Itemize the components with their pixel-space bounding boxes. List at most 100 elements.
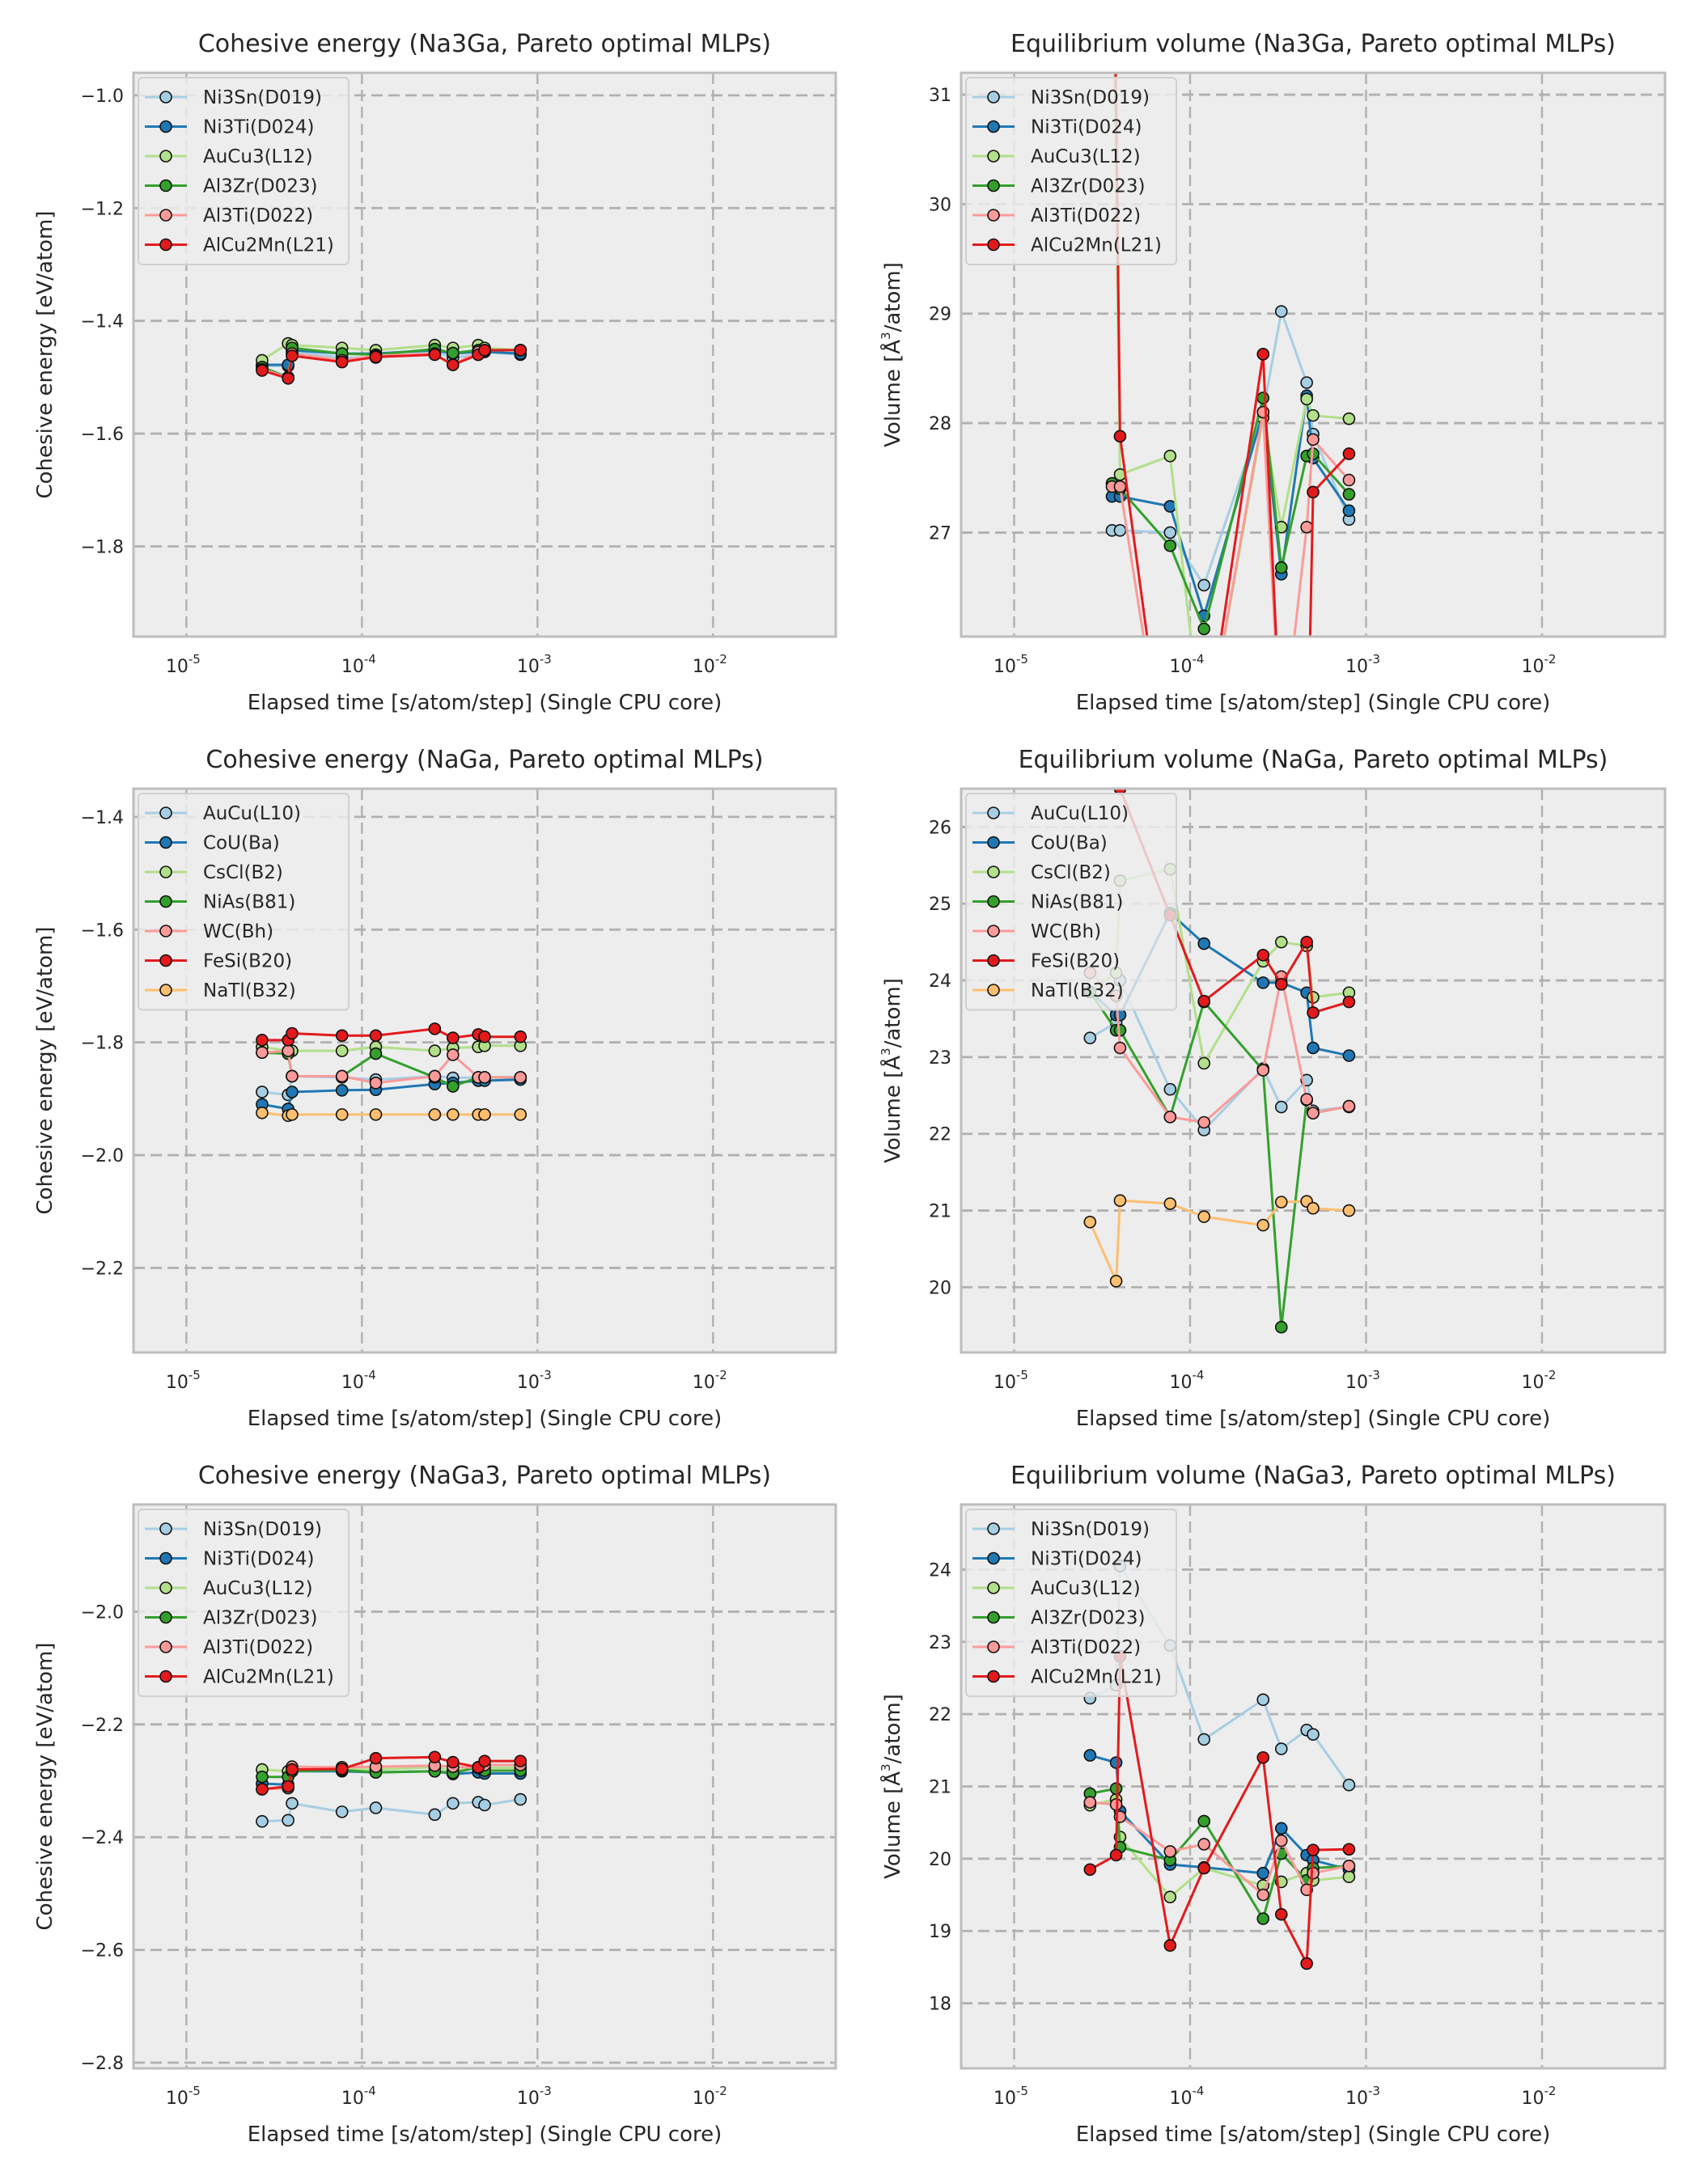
x-tick-label: 10-4 <box>341 2084 376 2109</box>
legend-label: AlCu2Mn(L21) <box>203 235 334 256</box>
data-point-AuCu3(L12) <box>1163 1890 1177 1904</box>
y-axis-label: Cohesive energy [eV/atom] <box>33 210 57 498</box>
legend-marker-swatch <box>159 1610 172 1624</box>
data-point-WC(Bh) <box>1342 1099 1356 1113</box>
legend-marker-swatch <box>987 179 1000 193</box>
y-tick-label: 22 <box>929 1125 951 1145</box>
data-point-AlCu2Mn(L21) <box>335 355 349 369</box>
y-axis-label: Volume [Å3/atom] <box>879 262 905 447</box>
y-tick-label: −2.4 <box>81 1828 124 1848</box>
data-point-NiAs(B81) <box>369 1047 383 1060</box>
data-point-AlCu2Mn(L21) <box>1342 1843 1356 1856</box>
data-point-Al3Ti(D022) <box>1163 1845 1177 1858</box>
chart-title: Equilibrium volume (NaGa, Pareto optimal… <box>1019 746 1608 774</box>
legend-marker-swatch <box>987 866 1000 878</box>
data-point-AuCu(L10) <box>256 1086 269 1098</box>
x-tick-exponent: -5 <box>189 652 201 667</box>
x-tick-exponent: -3 <box>1368 652 1380 667</box>
x-tick-label: 10-4 <box>341 1368 376 1393</box>
y-axis-label: Cohesive energy [eV/atom] <box>33 1642 57 1930</box>
chart-svg: Cohesive energy (NaGa3, Pareto optimal M… <box>33 1462 837 2147</box>
data-point-Al3Ti(D022) <box>1342 473 1356 487</box>
data-point-NaTl(B32) <box>335 1108 349 1121</box>
x-tick-exponent: -2 <box>715 652 727 667</box>
x-tick-exponent: -3 <box>1368 2084 1380 2098</box>
legend-label: Ni3Sn(D019) <box>203 87 322 108</box>
legend-label: AuCu3(L12) <box>1031 1578 1141 1599</box>
x-tick-exponent: -4 <box>1192 652 1204 667</box>
data-point-WC(Bh) <box>1300 1093 1313 1106</box>
data-point-Al3Zr(D023) <box>256 1770 269 1784</box>
chart-svg: Cohesive energy (NaGa, Pareto optimal ML… <box>33 746 837 1431</box>
x-tick-base: 10 <box>166 657 189 677</box>
x-tick-exponent: -4 <box>1192 2084 1204 2098</box>
legend-marker-swatch <box>159 1670 172 1683</box>
legend-marker-swatch <box>159 1581 172 1594</box>
x-tick-exponent: -3 <box>540 2084 552 2098</box>
data-point-Al3Ti(D022) <box>1197 1838 1210 1851</box>
y-tick-label: −2.0 <box>81 1602 124 1623</box>
legend-label: CsCl(B2) <box>1031 862 1111 883</box>
data-point-AuCu3(L12) <box>1300 392 1313 406</box>
legend-marker-swatch <box>987 1640 1000 1653</box>
data-point-Al3Ti(D022) <box>1113 480 1127 493</box>
x-tick-label: 10-2 <box>1521 652 1556 677</box>
y-label-suffix: /atom] <box>881 262 905 332</box>
y-tick-label: −1.6 <box>81 425 124 445</box>
legend-label: AuCu3(L12) <box>203 1578 313 1599</box>
x-tick-exponent: -3 <box>1368 1368 1380 1382</box>
series-group <box>256 336 527 385</box>
x-tick-base: 10 <box>994 1373 1016 1393</box>
x-tick-label: 10-5 <box>166 652 201 677</box>
data-point-AlCu2Mn(L21) <box>1163 1939 1177 1952</box>
x-tick-exponent: -3 <box>540 1368 552 1382</box>
y-tick-label: −1.8 <box>81 537 124 557</box>
x-tick-label: 10-4 <box>341 652 376 677</box>
data-point-AlCu2Mn(L21) <box>428 1750 442 1764</box>
data-point-CoU(Ba) <box>335 1084 349 1097</box>
x-tick-exponent: -2 <box>1544 652 1556 667</box>
legend-marker-swatch <box>987 209 1000 222</box>
legend-label: Al3Ti(D022) <box>203 1637 313 1658</box>
data-point-Ni3Ti(D024) <box>1342 504 1356 518</box>
y-tick-label: 23 <box>929 1633 951 1653</box>
data-point-CsCl(B2) <box>1274 935 1288 949</box>
data-point-WC(Bh) <box>1113 1041 1127 1055</box>
x-tick-base: 10 <box>994 657 1016 677</box>
legend-marker-swatch <box>159 954 172 967</box>
data-point-AlCu2Mn(L21) <box>1113 430 1127 443</box>
y-axis-label: Volume [Å3/atom] <box>879 978 905 1163</box>
data-point-Al3Ti(D022) <box>1256 1888 1270 1902</box>
data-point-NaTl(B32) <box>514 1108 527 1121</box>
data-point-FeSi(B20) <box>335 1029 349 1043</box>
chart-title: Cohesive energy (NaGa3, Pareto optimal M… <box>198 1462 771 1490</box>
data-point-NaTl(B32) <box>1197 1210 1210 1223</box>
y-tick-label: 26 <box>929 818 951 838</box>
x-tick-exponent: -5 <box>189 1368 201 1382</box>
data-point-Al3Ti(D022) <box>1307 433 1320 447</box>
legend-marker-swatch <box>159 925 172 938</box>
legend-marker-swatch <box>159 209 172 222</box>
data-point-Al3Zr(D023) <box>1163 539 1177 552</box>
legend-marker-swatch <box>987 1670 1000 1683</box>
data-point-Ni3Ti(D024) <box>1109 1756 1123 1769</box>
data-point-Ni3Sn(D019) <box>286 1797 299 1810</box>
legend-marker-swatch <box>159 895 172 908</box>
data-point-AuCu3(L12) <box>1342 1870 1356 1883</box>
data-point-AlCu2Mn(L21) <box>514 1754 527 1767</box>
data-point-CsCl(B2) <box>335 1044 349 1057</box>
x-tick-exponent: -4 <box>364 1368 376 1382</box>
data-point-NiAs(B81) <box>447 1080 460 1093</box>
y-label-unit: Å <box>879 1771 905 1786</box>
data-point-Al3Ti(D022) <box>1342 1859 1356 1873</box>
legend-label: WC(Bh) <box>203 921 273 942</box>
data-point-AlCu2Mn(L21) <box>1342 447 1356 460</box>
x-tick-base: 10 <box>166 1373 189 1393</box>
data-point-AlCu2Mn(L21) <box>478 1754 491 1767</box>
y-label-suffix: /atom] <box>881 1694 905 1763</box>
y-label-sup: 3 <box>879 332 893 340</box>
data-point-AuCu3(L12) <box>1342 412 1356 425</box>
data-point-AlCu2Mn(L21) <box>428 348 442 362</box>
y-tick-label: 24 <box>929 971 951 992</box>
x-tick-base: 10 <box>994 2089 1016 2109</box>
